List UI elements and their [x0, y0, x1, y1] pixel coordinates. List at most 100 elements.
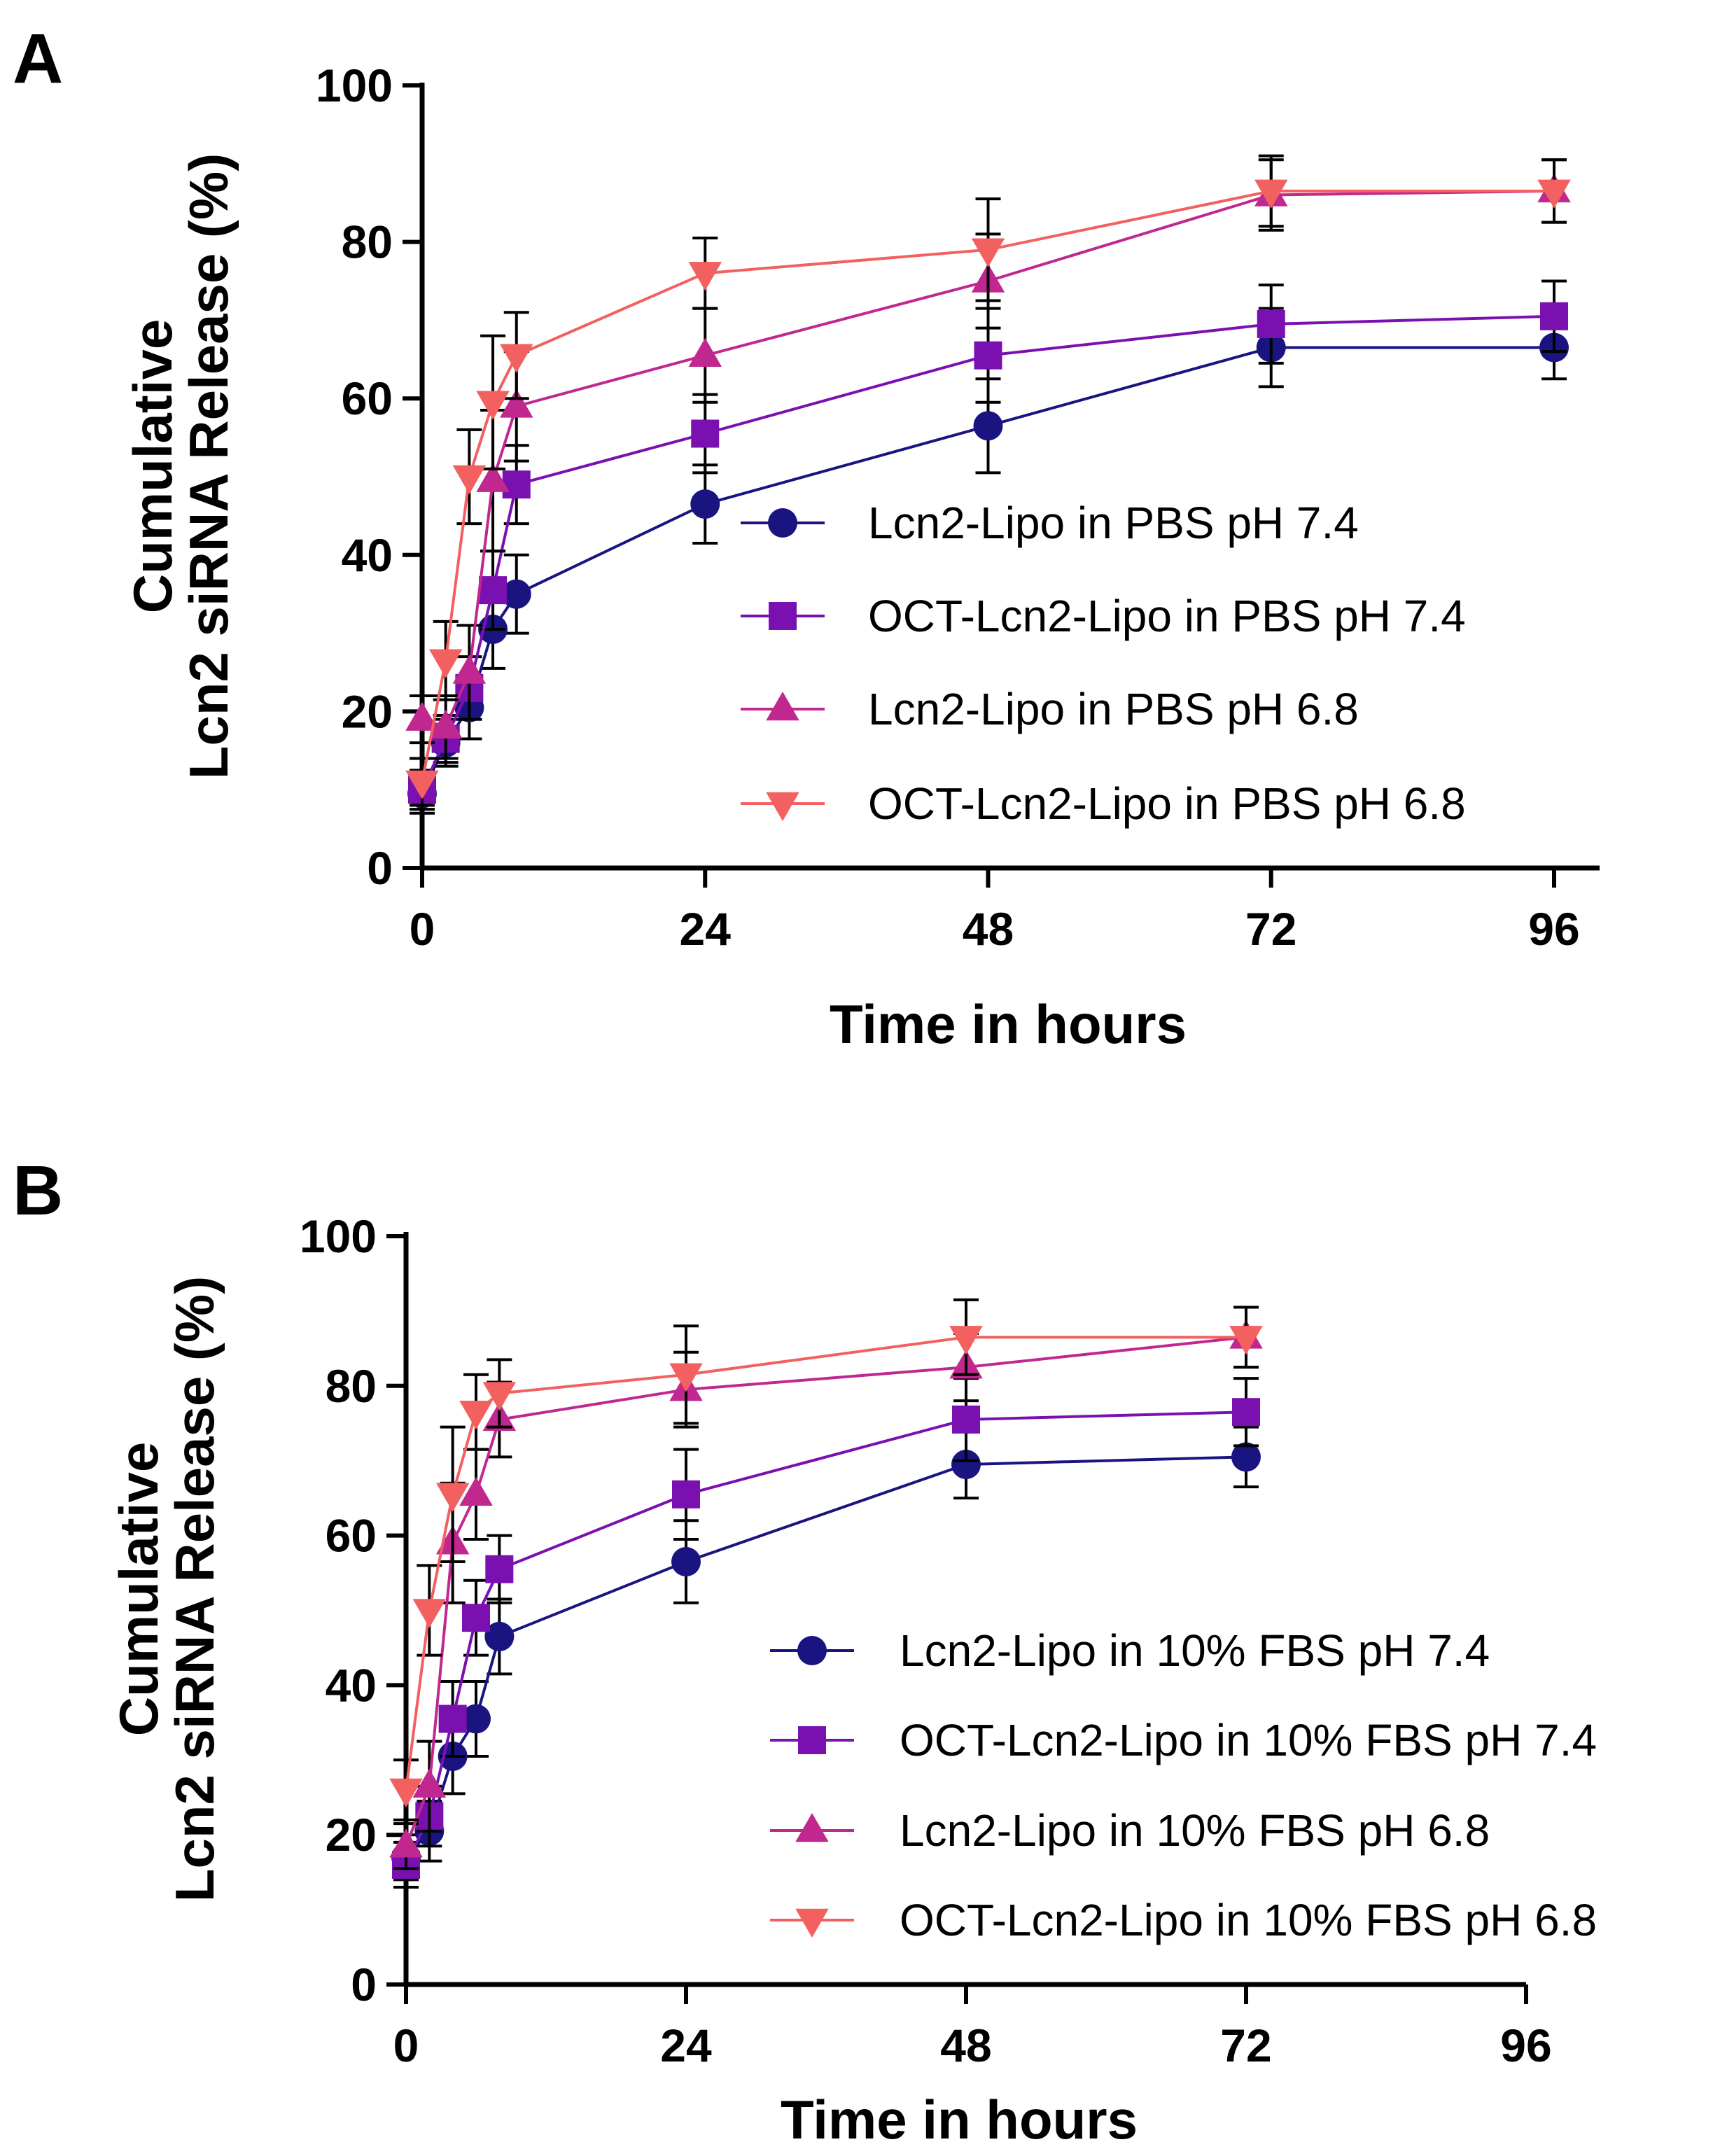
panel-b-legend-label-1: OCT-Lcn2-Lipo in 10% FBS pH 7.4 — [900, 1715, 1597, 1765]
panel-b-legend: Lcn2-Lipo in 10% FBS pH 7.4 OCT-Lcn2-Lipo… — [770, 1625, 1597, 1945]
panel-b-series-3-point-3 — [459, 1400, 493, 1430]
panel-a-series-1-point-6 — [974, 341, 1002, 370]
panel-a-y-tick-label-4: 80 — [342, 216, 393, 268]
panel-b-series-1-point-4 — [485, 1555, 514, 1583]
panel-a-y-tick-label-0: 0 — [367, 842, 393, 894]
panel-b-y-axis-title-line1: Cumulative — [108, 1442, 169, 1736]
panel-a-series-3-point-7 — [1254, 179, 1288, 209]
panel-a-legend-label-0: Lcn2-Lipo in PBS pH 7.4 — [868, 498, 1359, 548]
panel-a-series-3-point-0 — [405, 770, 439, 800]
panel-b-x-tick-label-2: 48 — [940, 2019, 991, 2071]
panel-a-series-1-point-7 — [1257, 309, 1285, 338]
panel-a-series-0-point-4 — [501, 579, 531, 609]
panel-b-y-tick-label-0: 0 — [351, 1959, 377, 2010]
panel-a-series-3-point-3 — [476, 391, 510, 420]
panel-b-series-1-line — [405, 1410, 1247, 1865]
panel-b-series-0-point-4 — [484, 1621, 515, 1651]
panel-a-legend-marker-3 — [766, 792, 799, 821]
panel-a-y-tick-label-2: 40 — [342, 529, 393, 581]
panel-a-legend-label-3: OCT-Lcn2-Lipo in PBS pH 6.8 — [868, 778, 1466, 829]
panel-b-series-2-point-1 — [412, 1768, 447, 1798]
panel-b-y-tick-label-4: 80 — [326, 1360, 377, 1412]
panel-a-y-tick-label-5: 100 — [316, 59, 393, 111]
panel-a-x-tick-label-2: 48 — [963, 903, 1014, 955]
panel-b-series-3-point-0 — [389, 1778, 423, 1808]
panel-b-series-1-point-6 — [952, 1405, 980, 1434]
panel-a-series-0-point-6 — [973, 411, 1003, 441]
panel-a-legend-marker-2 — [766, 692, 799, 721]
panel-b-legend-label-2: Lcn2-Lipo in 10% FBS pH 6.8 — [900, 1805, 1490, 1856]
panel-a-chart: A Cumulative Lcn2 siRNA Release (%) Time… — [13, 20, 1600, 1055]
panel-a-series-2-point-3 — [476, 463, 510, 492]
panel-a-series-2-point-5 — [688, 337, 722, 367]
panel-b-series-0-point-5 — [671, 1547, 701, 1577]
panel-a-series-3-point-1 — [428, 649, 463, 678]
panel-a-series-2-point-0 — [405, 701, 439, 731]
panel-a-legend-marker-1 — [769, 602, 797, 630]
panel-b-y-tick-label-2: 40 — [326, 1659, 377, 1711]
panel-b-chart: B Cumulative Lcn2 siRNA Release (%) Time… — [13, 1152, 1597, 2150]
panel-b-series-1-point-5 — [672, 1480, 700, 1508]
panel-a-x-axis-title: Time in hours — [830, 993, 1187, 1055]
panel-b-legend-label-0: Lcn2-Lipo in 10% FBS pH 7.4 — [900, 1625, 1490, 1676]
panel-a-legend: Lcn2-Lipo in PBS pH 7.4 OCT-Lcn2-Lipo in … — [741, 498, 1466, 829]
panel-a-series-2-point-1 — [428, 709, 463, 739]
panel-b-y-tick-label-5: 100 — [300, 1210, 377, 1262]
panel-b-series-2-line — [405, 1336, 1247, 1847]
panel-a-series-3-point-6 — [971, 238, 1005, 267]
panel-a-y-axis-title: Cumulative Lcn2 siRNA Release (%) — [122, 153, 239, 779]
panel-b-series-3 — [389, 1298, 1263, 1821]
panel-a-x-tick-label-0: 0 — [410, 903, 435, 955]
panel-b-series-3-point-1 — [412, 1599, 447, 1628]
panel-b-letter: B — [13, 1152, 63, 1230]
panel-b-series-1-point-7 — [1232, 1398, 1260, 1427]
panel-a-series-3-point-8 — [1537, 179, 1571, 209]
panel-b-legend-label-3: OCT-Lcn2-Lipo in 10% FBS pH 6.8 — [900, 1895, 1597, 1945]
panel-a-series-2-point-2 — [452, 654, 487, 684]
panel-b-legend-entry-2: Lcn2-Lipo in 10% FBS pH 6.8 — [770, 1805, 1490, 1856]
panel-b-axes: 0 20 40 60 80 100 0 24 48 72 96 — [300, 1210, 1552, 2071]
panel-a-y-axis-title-line2: Lcn2 siRNA Release (%) — [178, 153, 239, 779]
panel-b-y-axis-title-line2: Lcn2 siRNA Release (%) — [164, 1276, 225, 1902]
panel-b-x-tick-label-1: 24 — [660, 2019, 712, 2071]
panel-a-plot-area — [405, 154, 1571, 815]
panel-a-x-tick-label-4: 96 — [1528, 903, 1579, 955]
panel-b-legend-entry-1: OCT-Lcn2-Lipo in 10% FBS pH 7.4 — [770, 1715, 1597, 1765]
panel-a-legend-entry-2: Lcn2-Lipo in PBS pH 6.8 — [741, 684, 1359, 734]
panel-b-x-axis-title: Time in hours — [781, 2089, 1138, 2150]
panel-a-series-0-point-5 — [690, 489, 720, 519]
panel-b-series-0-point-6 — [951, 1450, 981, 1480]
panel-b-legend-marker-0 — [797, 1636, 827, 1665]
panel-b-series-3-point-5 — [669, 1363, 703, 1392]
panel-a-legend-marker-0 — [768, 508, 797, 538]
panel-b-series-0-point-3 — [461, 1704, 491, 1734]
panel-a-y-tick-label-1: 20 — [342, 685, 393, 737]
panel-a-letter: A — [13, 20, 63, 98]
panel-a-axes: 0 20 40 60 80 100 0 24 48 72 96 — [316, 59, 1600, 955]
panel-b-x-tick-label-0: 0 — [393, 2019, 419, 2071]
panel-a-series-1-point-5 — [691, 419, 720, 448]
panel-a-x-tick-label-3: 72 — [1245, 903, 1296, 955]
panel-a-series-3-point-5 — [688, 262, 722, 291]
panel-a-series-3-point-4 — [500, 344, 533, 373]
panel-b-legend-entry-3: OCT-Lcn2-Lipo in 10% FBS pH 6.8 — [770, 1895, 1597, 1945]
panel-a-legend-label-1: OCT-Lcn2-Lipo in PBS pH 7.4 — [868, 591, 1466, 641]
panel-a-x-tick-label-1: 24 — [680, 903, 732, 955]
panel-b-y-tick-label-1: 20 — [326, 1809, 377, 1861]
panel-b-series-3-point-4 — [482, 1382, 517, 1411]
panel-b-legend-marker-1 — [798, 1726, 826, 1754]
panel-b-series-2-point-3 — [459, 1476, 493, 1506]
panel-a-series-2-point-4 — [500, 388, 533, 418]
panel-a-y-tick-label-3: 60 — [342, 372, 393, 424]
panel-b-series-0-point-7 — [1231, 1442, 1261, 1472]
panel-a-series-1-point-3 — [479, 576, 508, 605]
panel-b-series-3-point-2 — [435, 1483, 470, 1512]
panel-b-series-2-point-0 — [389, 1828, 423, 1858]
panel-b-plot-area — [389, 1298, 1263, 1889]
panel-a-series-1-point-4 — [502, 470, 531, 499]
panel-b-y-axis-title: Cumulative Lcn2 siRNA Release (%) — [108, 1276, 225, 1902]
panel-b-y-tick-label-3: 60 — [326, 1510, 377, 1562]
panel-b-legend-entry-0: Lcn2-Lipo in 10% FBS pH 7.4 — [770, 1625, 1490, 1676]
panel-b-x-tick-label-4: 96 — [1500, 2019, 1551, 2071]
